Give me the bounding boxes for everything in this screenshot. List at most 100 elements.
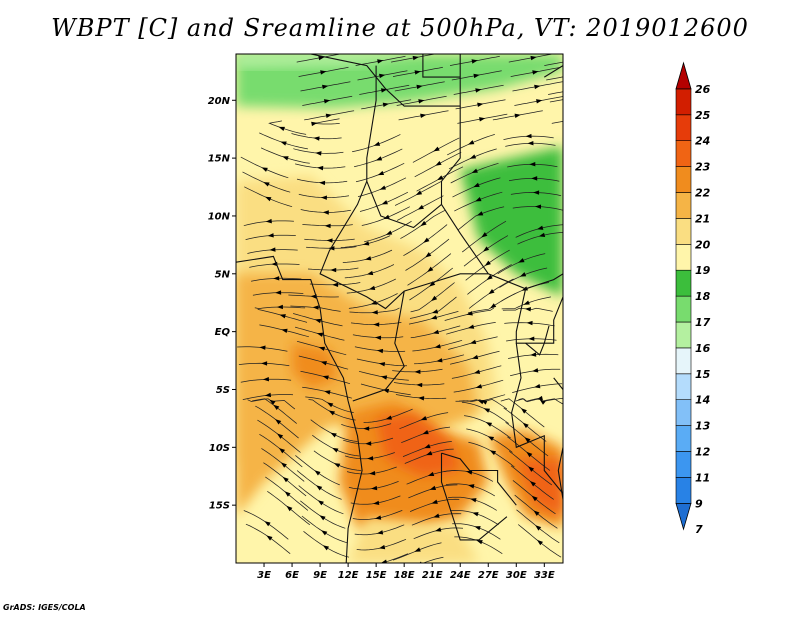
lat-tick-label: 15N [208,154,231,165]
colorbar-label: 26 [695,83,711,96]
streamline-arrow [381,200,388,205]
streamline-arrow [530,55,537,61]
streamline-arrow [482,246,490,252]
streamline [548,91,563,95]
streamline-arrow [375,156,383,161]
shade-equatorial [236,273,479,517]
colorbar-label: 16 [695,342,711,355]
streamline-arrow [527,140,534,146]
streamline-arrow [371,310,378,315]
streamline-arrow [539,399,546,405]
streamline-arrow [269,247,276,252]
streamline-arrow [420,415,427,421]
streamline-arrow [370,300,378,305]
lon-tick-label: 33E [534,570,555,581]
streamline-arrow [479,117,486,122]
streamline-arrow [317,165,324,171]
streamline-arrow [320,361,327,366]
streamline-arrow [325,113,333,119]
colorbar-label: 17 [695,316,711,329]
lon-tick-label: 9E [313,570,327,581]
streamline-arrow [530,352,537,357]
streamline-arrow [376,348,384,354]
streamline-arrow [573,116,580,121]
country-boundaries [236,54,563,563]
latitude-axis: 20N 15N 10N 5N EQ 5S 10S 15S [208,96,236,512]
streamline-arrow [528,466,535,472]
colorbar-label: 22 [695,187,711,200]
streamline-arrow [424,444,431,449]
streamline-arrow [529,480,536,487]
streamline-arrow [373,141,381,146]
streamline-arrow [264,521,271,527]
streamline-arrow [261,361,268,366]
streamline-arrow [316,332,324,337]
streamline-arrow [324,223,331,229]
streamline-arrow [481,232,488,238]
streamline-arrow [266,535,273,541]
streamline-arrow [261,167,268,172]
streamline-arrow [432,329,440,334]
streamline-arrow [431,499,438,504]
streamline-arrow [375,335,382,340]
colorbar-segment [675,269,692,297]
streamline-arrow [273,276,280,281]
shade-south-peak [376,412,461,477]
streamline-arrow [265,196,272,202]
streamline-arrow [281,328,288,334]
streamline-arrow [378,362,386,367]
colorbar-label: 23 [695,161,711,174]
streamline-arrow [531,176,538,181]
colorbar-label: 9 [695,497,703,510]
streamline-arrow [526,320,533,326]
streamline-arrow [322,545,330,551]
colorbar-triangle-bottom [675,502,692,531]
streamline-arrow [379,185,386,190]
streamline-arrow [286,505,293,512]
boundary-line [440,453,508,541]
lat-tick-label: 5S [216,385,230,396]
streamline-arrow [572,95,579,100]
streamline-arrow [535,204,542,209]
streamline [551,120,563,124]
colorbar-label: 20 [695,238,711,251]
streamline-arrow [473,73,480,79]
streamline-arrow [320,70,327,75]
streamline-arrow [318,346,326,351]
streamline-arrow [316,485,323,491]
lon-tick-label: 24E [450,570,471,581]
colorbar-segment [675,425,692,452]
colorbar-segment [675,295,692,323]
streamline-arrow [282,156,289,161]
lon-tick-label: 18E [394,570,415,581]
streamline-arrow [476,540,483,545]
streamline-arrow [374,515,382,520]
lat-tick-label: 10S [209,443,230,454]
streamline-arrow [427,471,435,477]
streamline-arrow [532,70,539,75]
streamline-arrow [319,180,326,186]
map-frame [235,53,564,564]
streamline-arrow [328,410,335,416]
streamline-arrow [330,432,337,438]
lat-tick-label: 5N [215,269,231,280]
colorbar-label: 7 [695,523,703,536]
streamline-arrow [522,422,529,429]
streamline-arrow [523,300,530,305]
streamline-arrow [314,470,321,476]
streamline-arrow [332,447,339,453]
streamline-arrow [467,140,475,145]
streamline-arrow [524,437,531,443]
streamline-arrow [416,382,423,388]
streamline-arrow [267,233,274,238]
streamline-arrow [534,84,541,90]
streamline-arrow [382,102,390,108]
streamline-arrow [475,88,482,93]
colorbar-segment [675,140,692,167]
streamline-arrow [434,344,441,349]
streamline-arrow [427,266,434,272]
streamline [546,76,563,81]
lon-tick-label: 6E [285,570,299,581]
streamline-arrow [533,510,540,516]
